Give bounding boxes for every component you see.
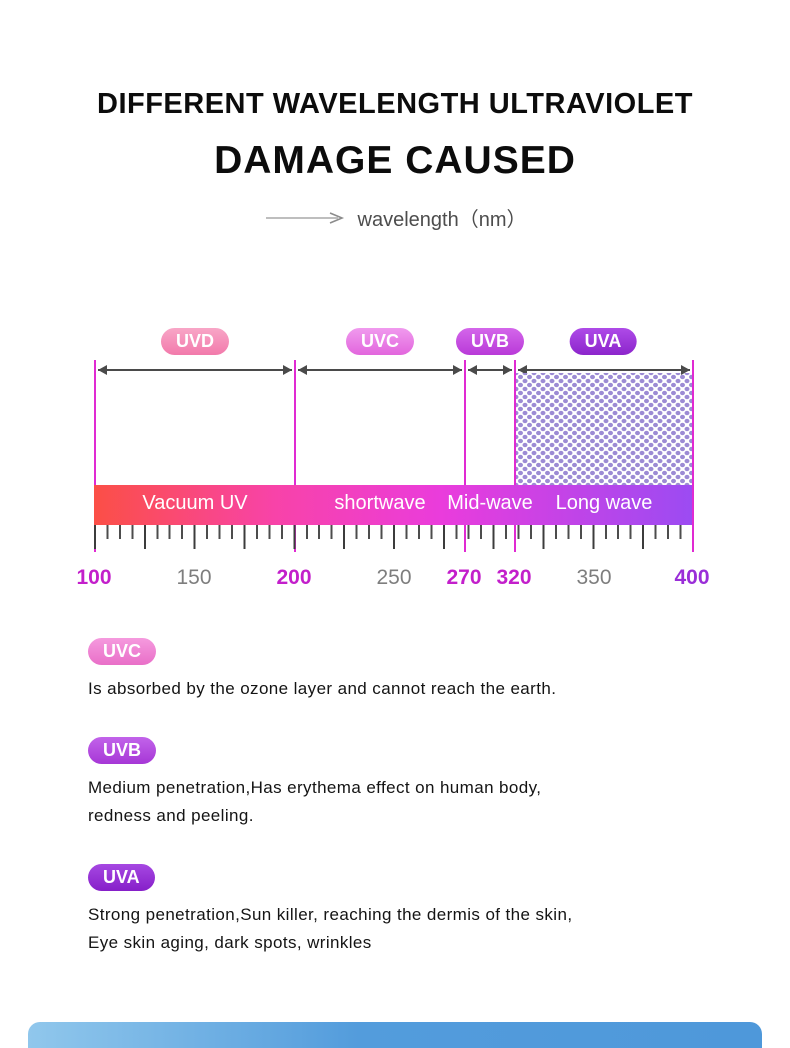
page-subtitle: DAMAGE CAUSED — [214, 139, 576, 182]
axis-line-200 — [294, 360, 296, 552]
uvb-section: UVB Medium penetration,Has erythema effe… — [88, 737, 790, 830]
axis-line-100 — [94, 360, 96, 552]
bar-label-vacuum-uv: Vacuum UV — [142, 492, 248, 514]
axis-tick-400: 400 — [674, 566, 710, 589]
axis-line-320 — [514, 360, 516, 552]
wavelength-axis-caption: wavelength（nm） — [0, 203, 790, 232]
uva-dot-pattern — [516, 373, 692, 485]
range-arrow-uvd-icon — [98, 365, 292, 375]
uvb-description-line-2: redness and peeling. — [88, 806, 254, 825]
uvb-description-line-1: Medium penetration,Has erythema effect o… — [88, 778, 542, 797]
uvb-badge: UVB — [88, 737, 157, 764]
axis-tick-250: 250 — [376, 566, 412, 589]
axis-tick-270: 270 — [446, 566, 482, 589]
axis-tick-100: 100 — [76, 566, 112, 589]
right-arrow-icon — [265, 211, 344, 224]
page-title: DIFFERENT WAVELENGTH ULTRAVIOLET — [97, 88, 693, 120]
bar-label-long-wave: Long wave — [555, 492, 653, 514]
uva-section: UVA Strong penetration,Sun killer, reach… — [88, 864, 790, 957]
bottom-decor-bar — [28, 1022, 762, 1048]
uvc-badge: UVC — [88, 638, 157, 665]
wavelength-label-text: wavelength（nm） — [357, 209, 527, 231]
axis-line-270 — [464, 360, 466, 552]
uvc-section: UVC Is absorbed by the ozone layer and c… — [88, 638, 790, 703]
bar-label-mid-wave: Mid-wave — [447, 492, 533, 514]
ruler — [94, 525, 692, 551]
wavelength-chart: UVD UVC UVB UVA Vacuum UV shortwave Mid-… — [0, 322, 790, 594]
band-badge-uvd: UVD — [160, 328, 230, 355]
range-arrow-uva-icon — [518, 365, 690, 375]
uva-description-line-2: Eye skin aging, dark spots, wrinkles — [88, 933, 372, 952]
spectrum-gradient-bar — [94, 485, 692, 525]
bar-label-shortwave: shortwave — [334, 492, 426, 514]
major-ticks — [94, 525, 692, 549]
range-arrow-uvc-icon — [298, 365, 462, 375]
axis-tick-200: 200 — [276, 566, 312, 589]
axis-line-400 — [692, 360, 694, 552]
axis-tick-150: 150 — [176, 566, 212, 589]
axis-tick-350: 350 — [576, 566, 612, 589]
band-badge-uvc: UVC — [345, 328, 415, 355]
uva-badge: UVA — [88, 864, 155, 891]
uvc-description-line-1: Is absorbed by the ozone layer and canno… — [88, 679, 557, 698]
range-arrow-uvb-icon — [468, 365, 512, 375]
axis-tick-320: 320 — [496, 566, 532, 589]
uva-description-line-1: Strong penetration,Sun killer, reaching … — [88, 905, 573, 924]
band-badge-uvb: UVB — [455, 328, 525, 355]
band-badge-uva: UVA — [569, 328, 637, 355]
